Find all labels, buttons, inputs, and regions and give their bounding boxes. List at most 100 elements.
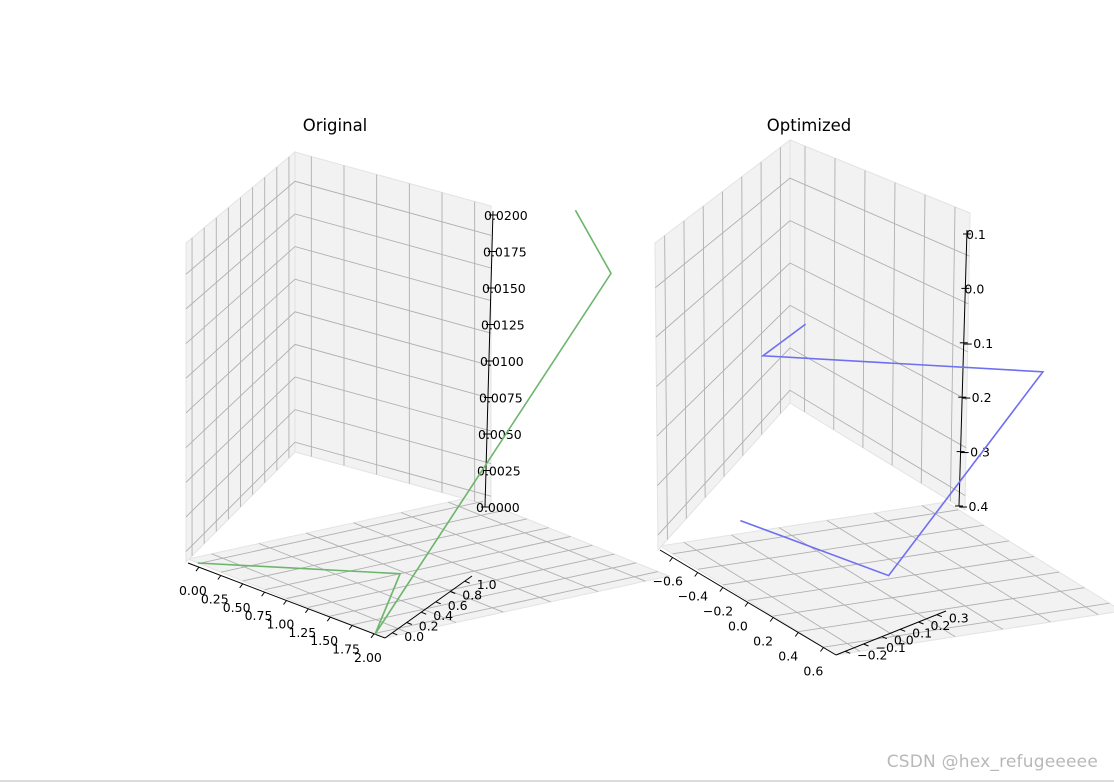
z-tick-label: 0.0100 [480,354,524,369]
z-tick-label: 0.0175 [483,245,527,260]
watermark: CSDN @hex_refugeeeee [886,752,1098,772]
x-tick-mark [719,587,724,592]
floor-grid-y [683,541,861,652]
floor-grid-x [672,509,959,555]
z-tick-label: 0.0 [964,281,984,296]
floor-grid-x [697,524,984,570]
y-tick-label: 0.8 [462,588,482,603]
x-tick-label: 1.25 [288,625,316,640]
wall-grid-x [722,191,725,477]
y-tick-mark [899,628,906,632]
wall-grid-x [741,176,744,456]
x-tick-mark [283,600,287,605]
floor-grid-x [308,544,593,608]
x-tick-label: 0.00 [179,583,207,598]
floor-grid-y [826,519,1004,630]
wall-grid-y [833,158,836,430]
x-tick-label: 0.4 [778,649,798,664]
data-series-line [197,209,612,635]
x-tick-mark [217,575,222,580]
x-tick-label: −0.6 [653,574,683,589]
wall-grid-z [656,262,968,387]
y-tick-label: 0.0 [404,629,424,644]
wall-grid-y [949,206,956,502]
bottom-divider [0,780,1114,782]
wall-grid-z [185,343,492,448]
wall-grid-z [185,376,492,483]
x-tick-label: 0.75 [245,608,273,623]
z-tick-label: 0.0025 [477,464,521,479]
y-tick-mark [936,614,943,618]
floor-grid-y [874,512,1051,623]
x-tick-label: 1.00 [267,617,295,632]
floor-grid-x [773,571,1060,617]
floor-grid-x [747,556,1035,601]
subplot-optimized: −0.6−0.4−0.20.00.20.40.6−0.2−0.10.00.10.… [653,116,1114,679]
y-tick-mark [392,632,398,636]
wall-grid-z [185,441,492,552]
x-tick-label: 1.50 [310,633,338,648]
floor-grid-x [220,509,505,573]
x-tick-label: 0.6 [803,664,823,679]
y-tick-label: −0.2 [857,647,887,662]
floor-grid-x [286,536,571,599]
x-tick-mark [239,583,244,589]
x-tick-mark [820,647,824,652]
wall-grid-x [664,235,668,540]
z-tick-label: 0.0125 [481,318,525,333]
floor-grid-y [921,505,1099,616]
y-tick-label: 0.1 [912,625,932,640]
z-tick-label: 0.0150 [482,281,526,296]
wall-grid-z [185,213,492,310]
y-tick-mark [450,591,456,594]
x-tick-mark [744,602,749,607]
floor-grid-y [306,532,504,613]
x-tick-mark [794,632,799,637]
y-tick-mark [918,621,924,625]
floor-grid-y [258,543,457,623]
back-right-wall [789,139,971,511]
y-tick-label: 0.6 [448,598,468,613]
x-tick-mark [370,633,375,639]
floor-pane [658,501,1114,656]
wall-grid-z [185,409,492,518]
subplot-original: 0.000.250.500.751.001.251.501.752.000.00… [179,116,671,665]
y-axis-line [384,575,473,639]
y-tick-mark [844,650,851,654]
x-tick-mark [304,608,309,614]
z-tick-label: 0.1 [966,227,986,242]
wall-grid-z [655,220,969,338]
floor-grid-x [198,500,484,564]
z-tick-label: 0.0050 [478,427,522,442]
x-tick-mark [669,557,673,562]
floor-grid-x [242,518,527,582]
z-tick-label: 0.0075 [479,391,523,406]
z-tick-label: 0.0200 [484,208,528,223]
wall-grid-z [185,180,492,275]
wall-grid-z [657,347,967,486]
y-tick-label: −0.1 [876,640,906,655]
x-tick-mark [261,591,266,597]
y-tick-mark [406,622,412,625]
wall-grid-y [891,182,896,466]
y-tick-mark [435,601,441,605]
wall-grid-y [862,170,866,448]
z-tick-label: −0.3 [960,445,990,460]
wall-grid-y [920,194,926,484]
x-tick-label: 0.2 [753,634,773,649]
x-tick-label: −0.2 [703,604,733,619]
wall-grid-x [683,220,687,519]
floor-grid-y [448,501,646,582]
x-tick-mark [769,617,774,622]
floor-grid-x [823,602,1110,648]
y-tick-label: 0.0 [894,633,914,648]
y-tick-label: 0.2 [419,619,439,634]
y-tick-mark [863,643,869,647]
x-tick-mark [326,616,331,622]
y-tick-mark [421,611,427,615]
wall-grid-z [655,177,970,288]
z-axis-line [484,210,494,508]
wall-grid-z [185,311,492,414]
z-tick-label: −0.1 [963,336,993,351]
